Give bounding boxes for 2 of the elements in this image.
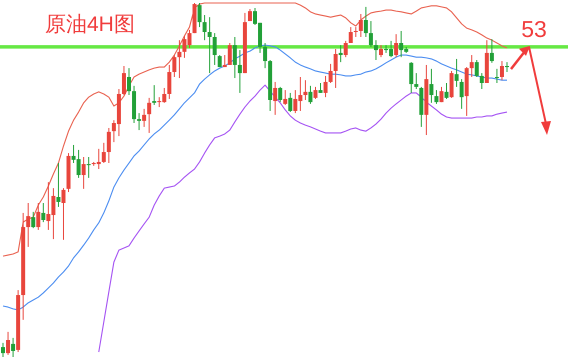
title: 原油4H图 xyxy=(45,13,135,36)
annotation: 53 xyxy=(521,16,547,42)
